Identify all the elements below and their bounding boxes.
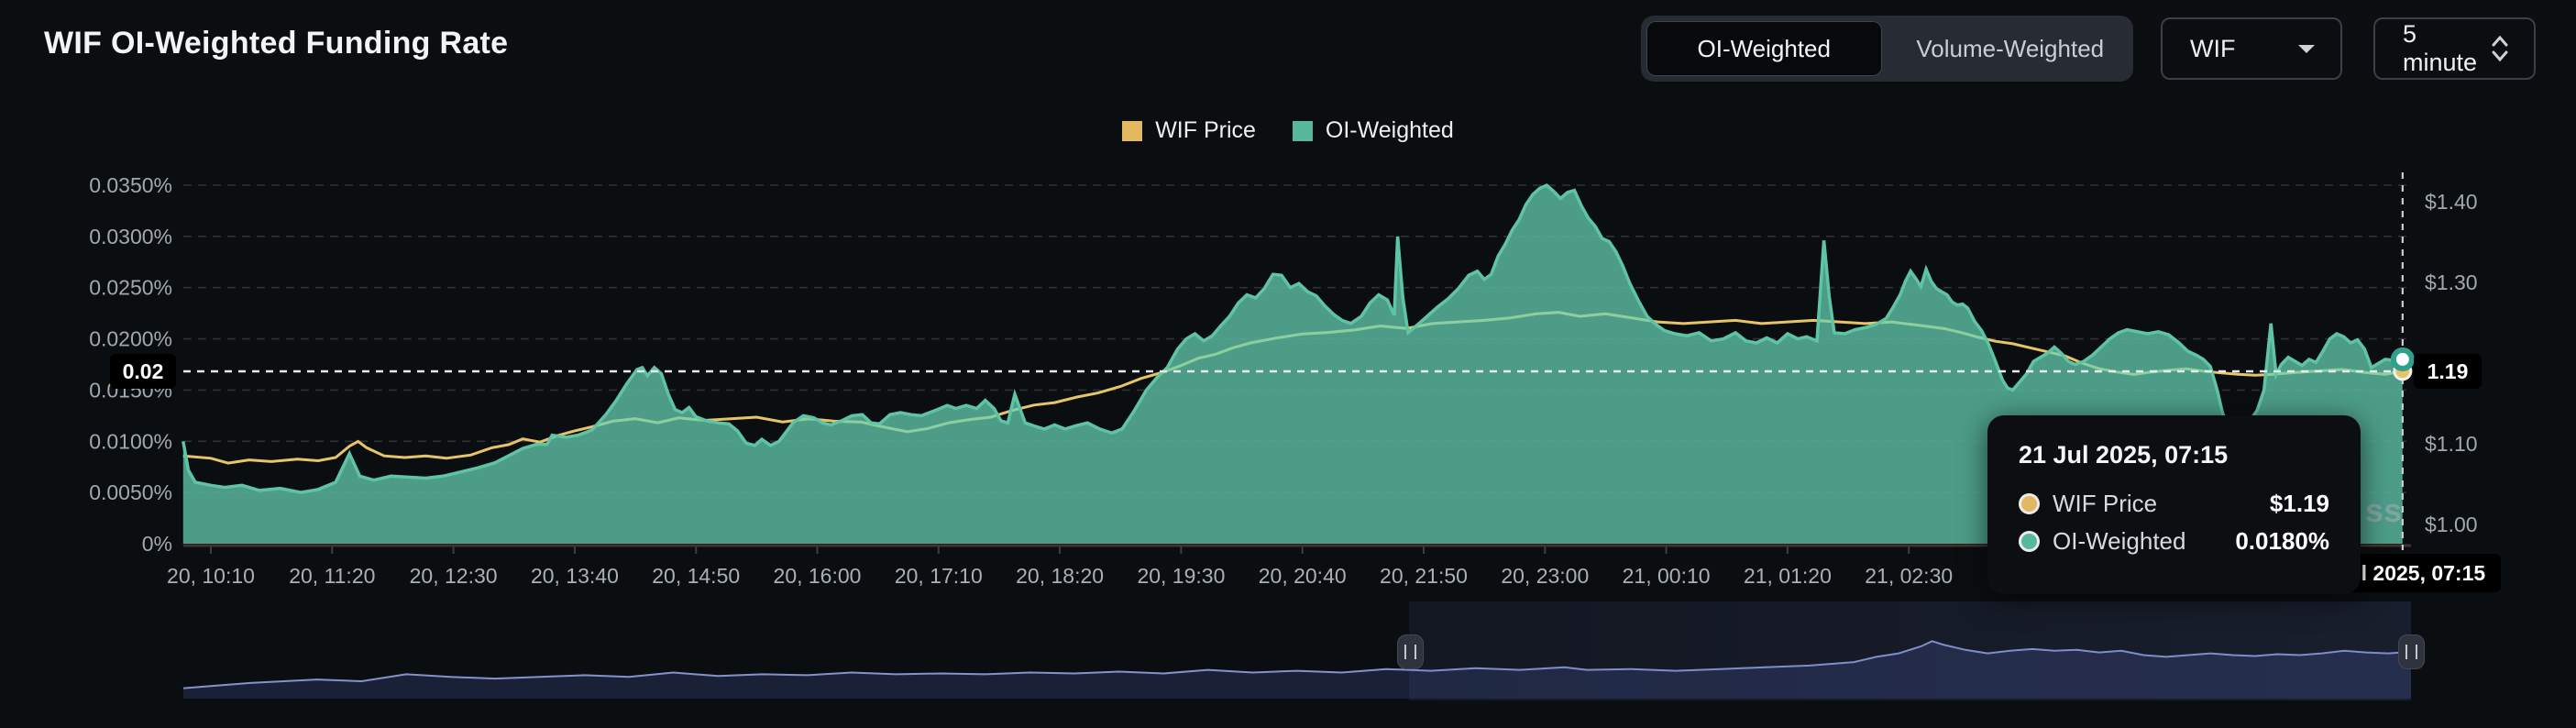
left-axis-tick-label: 0.0350%	[89, 173, 172, 197]
chart-tooltip: 21 Jul 2025, 07:15 WIF Price $1.19 OI-We…	[1987, 415, 2361, 594]
x-tick-label: 20, 11:20	[289, 564, 375, 588]
chevron-down-icon	[2296, 42, 2340, 55]
left-axis-tick-label: 0.0100%	[89, 429, 172, 453]
x-tick-label: 20, 14:50	[652, 564, 740, 588]
wif-price-marker-icon	[2019, 493, 2040, 514]
tooltip-label: OI-Weighted	[2053, 527, 2186, 555]
right-axis-tick-label: $1.10	[2425, 432, 2478, 456]
wif-price-swatch-icon	[1122, 120, 1143, 141]
right-axis-tick-label: $1.00	[2425, 513, 2478, 536]
oi-weighted-marker-icon	[2019, 531, 2040, 552]
x-tick-label: 20, 20:40	[1259, 564, 1347, 588]
x-tick-label: 20, 18:20	[1016, 564, 1104, 588]
legend-label: OI-Weighted	[1325, 117, 1454, 143]
oi-weighted-endpoint-marker	[2390, 347, 2415, 371]
toggle-volume-weighted[interactable]: Volume-Weighted	[1916, 34, 2105, 62]
weighting-toggle: OI-Weighted Volume-Weighted	[1641, 16, 2133, 82]
interval-dropdown-value: 5 minute	[2403, 20, 2478, 76]
right-axis-tick-label: $1.40	[2425, 190, 2478, 214]
tooltip-label: WIF Price	[2053, 490, 2158, 517]
tooltip-row-wif-price: WIF Price $1.19	[2019, 490, 2329, 518]
x-tick-label: 20, 10:10	[167, 564, 255, 588]
grip-icon	[1404, 645, 1416, 659]
tooltip-row-oi-weighted: OI-Weighted 0.0180%	[2019, 527, 2329, 556]
tooltip-value: 0.0180%	[2235, 527, 2329, 555]
left-axis-tick-label: 0.0250%	[89, 276, 172, 300]
navigator-left-handle[interactable]	[1397, 634, 1424, 669]
x-tick-label: 20, 21:50	[1380, 564, 1468, 588]
x-tick-label: 20, 12:30	[410, 564, 498, 588]
x-tick-label: 20, 16:00	[774, 564, 862, 588]
legend-item-wif-price[interactable]: WIF Price	[1122, 117, 1256, 144]
x-tick-label: 21, 02:30	[1865, 564, 1953, 588]
left-axis-tick-label: 0.0200%	[89, 327, 172, 351]
x-tick-label: 21, 01:20	[1744, 564, 1832, 588]
page-title: WIF OI-Weighted Funding Rate	[44, 26, 509, 61]
navigator-line	[182, 640, 2412, 689]
coinglass-watermark: ss	[2365, 491, 2403, 529]
symbol-dropdown[interactable]: WIF	[2161, 17, 2342, 80]
chart-legend: WIF Price OI-Weighted	[0, 117, 2576, 144]
oi-weighted-line	[182, 182, 2404, 494]
chevron-up-down-icon	[2490, 34, 2534, 63]
toggle-oi-weighted[interactable]: OI-Weighted	[1646, 21, 1882, 76]
x-tick-label: 20, 23:00	[1501, 564, 1589, 588]
grip-icon	[2405, 645, 2417, 659]
navigator-right-handle[interactable]	[2398, 634, 2425, 669]
right-axis-tick-label: $1.30	[2425, 270, 2478, 294]
interval-dropdown[interactable]: 5 minute	[2373, 17, 2536, 80]
legend-item-oi-weighted[interactable]: OI-Weighted	[1292, 117, 1454, 144]
navigator-area	[183, 641, 2411, 699]
x-tick-label: 21, 00:10	[1623, 564, 1711, 588]
x-tick-label: 20, 19:30	[1137, 564, 1225, 588]
crosshair-left-value-label: 0.02	[110, 354, 176, 389]
left-axis-tick-label: 0.0050%	[89, 480, 172, 504]
crosshair-right-value-label: 1.19	[2414, 354, 2482, 389]
x-tick-label: 20, 17:10	[895, 564, 983, 588]
tooltip-value: $1.19	[2269, 490, 2329, 517]
left-axis-tick-label: 0%	[142, 532, 172, 556]
left-axis-tick-label: 0.0300%	[89, 225, 172, 248]
legend-label: WIF Price	[1155, 117, 1256, 143]
oi-weighted-swatch-icon	[1292, 120, 1313, 141]
oi-weighted-area	[182, 185, 2403, 544]
navigator-selected-range[interactable]	[1409, 601, 2411, 700]
tooltip-title: 21 Jul 2025, 07:15	[2019, 441, 2229, 469]
x-tick-label: 20, 13:40	[531, 564, 619, 588]
funding-rate-chart[interactable]: 20, 10:10 20, 11:20 20, 12:30 20, 13:40 20, …	[0, 0, 2576, 605]
symbol-dropdown-value: WIF	[2190, 34, 2236, 62]
